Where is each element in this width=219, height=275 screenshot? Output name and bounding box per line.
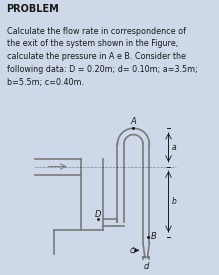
Text: c: c [130, 246, 134, 255]
Text: D: D [94, 210, 101, 219]
Text: PROBLEM: PROBLEM [7, 4, 59, 14]
Text: d: d [143, 262, 149, 271]
Text: Calculate the flow rate in correspondence of
the exit of the system shown in the: Calculate the flow rate in correspondenc… [7, 27, 197, 87]
Text: b: b [171, 197, 176, 206]
Text: A: A [131, 117, 136, 126]
Text: B: B [151, 232, 156, 241]
Text: a: a [171, 143, 176, 152]
